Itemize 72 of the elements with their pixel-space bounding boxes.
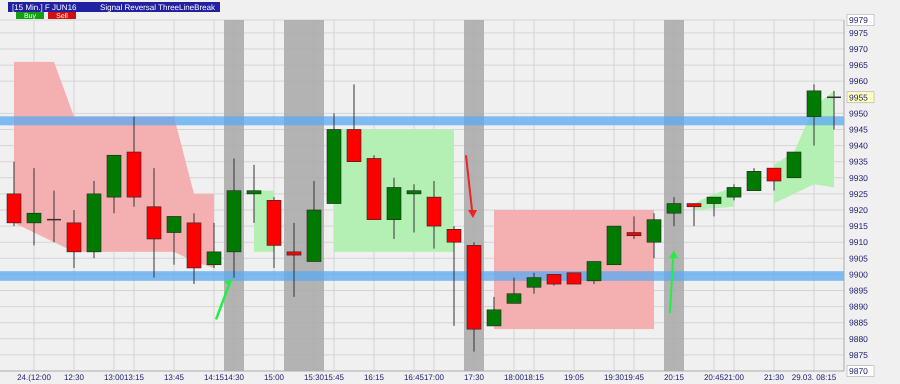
- candlestick: [206, 222, 222, 268]
- y-tick-label: 9905: [849, 253, 868, 264]
- x-tick-label: 20:45: [704, 373, 725, 382]
- y-tick-label: 9910: [849, 237, 868, 248]
- x-tick-label: 16:45: [404, 373, 425, 382]
- x-tick-label: 15:30: [304, 373, 325, 382]
- text: 9955: [849, 92, 868, 102]
- y-tick-label: 9979: [849, 14, 868, 25]
- x-tick-label: 17:00: [424, 373, 445, 382]
- x-tick-label: 15:00: [264, 373, 285, 382]
- x-tick-label: 18:15: [524, 373, 545, 382]
- x-tick-label: 24.(12:00: [17, 373, 52, 382]
- y-tick-label: 9930: [849, 172, 868, 183]
- candlestick: [246, 164, 262, 224]
- y-tick-label: 9915: [849, 221, 868, 232]
- y-tick-label: 9875: [849, 350, 868, 360]
- y-tick-label: 9890: [849, 302, 868, 312]
- candlestick: [46, 190, 62, 243]
- y-tick-label: 9880: [849, 334, 868, 344]
- candlestick: [486, 296, 502, 326]
- candlestick: [686, 203, 702, 227]
- candlestick: [646, 212, 662, 259]
- candlestick: [746, 168, 762, 192]
- y-tick-label: 9950: [849, 108, 868, 118]
- y-tick-label: 9960: [849, 76, 868, 86]
- candlestick: [286, 222, 302, 298]
- y-tick-label: 9965: [849, 60, 868, 70]
- x-tick-label: 19:45: [624, 373, 645, 382]
- x-tick-label: 19:05: [564, 373, 585, 382]
- chart-subtitle: Signal Reversal ThreeLineBreak: [100, 3, 216, 12]
- y-tick-label: 9935: [849, 156, 868, 167]
- x-tick-label: 18:00: [504, 373, 525, 382]
- x-tick-label: 13:00: [104, 373, 125, 382]
- x-tick-label: 21:00: [724, 373, 745, 382]
- candlestick: [526, 272, 542, 294]
- x-tick-label: 16:15: [364, 373, 385, 382]
- candlestick: [406, 184, 422, 234]
- x-tick-label: 20:15: [664, 373, 685, 382]
- candlestick: [546, 274, 562, 286]
- candlestick: [766, 168, 782, 192]
- chart-title: [15 Min.] F JUN16: [12, 3, 78, 12]
- x-tick-label: 15:45: [324, 373, 345, 382]
- y-tick-label: 9900: [849, 269, 868, 280]
- y-tick-label: 9885: [849, 318, 868, 328]
- x-tick-label: 29.03. 08:15: [792, 373, 837, 382]
- y-tick-label: 9940: [849, 140, 868, 151]
- candlestick: [26, 168, 42, 246]
- candlestick: [506, 277, 522, 304]
- y-tick-label: 9970: [849, 44, 868, 54]
- candlestick: [726, 184, 742, 201]
- y-tick-label: 9870: [849, 366, 868, 376]
- y-tick-label: 9920: [849, 204, 868, 215]
- x-tick-label: 19:30: [604, 373, 625, 382]
- x-tick-label: 13:45: [164, 373, 185, 382]
- candlestick: [826, 90, 842, 130]
- candlestick: [586, 261, 602, 285]
- x-tick-label: 14:30: [224, 373, 245, 382]
- candlestick: [166, 216, 182, 266]
- x-tick-label: 21:30: [764, 373, 785, 382]
- candlestick: [666, 196, 682, 227]
- y-tick-label: 9945: [849, 124, 868, 134]
- candlestick: [566, 272, 582, 284]
- y-tick-label: 9895: [849, 285, 868, 296]
- x-tick-label: 17:30: [464, 373, 485, 382]
- candlestick: [626, 216, 642, 240]
- y-tick-label: 9975: [849, 28, 868, 38]
- candlestick: [706, 196, 722, 217]
- x-tick-label: 12:30: [64, 373, 85, 382]
- x-tick-label: 14:15: [204, 373, 225, 382]
- candlestick: [446, 226, 462, 326]
- x-tick-label: 13:15: [124, 373, 145, 382]
- y-tick-label: 9925: [849, 188, 868, 199]
